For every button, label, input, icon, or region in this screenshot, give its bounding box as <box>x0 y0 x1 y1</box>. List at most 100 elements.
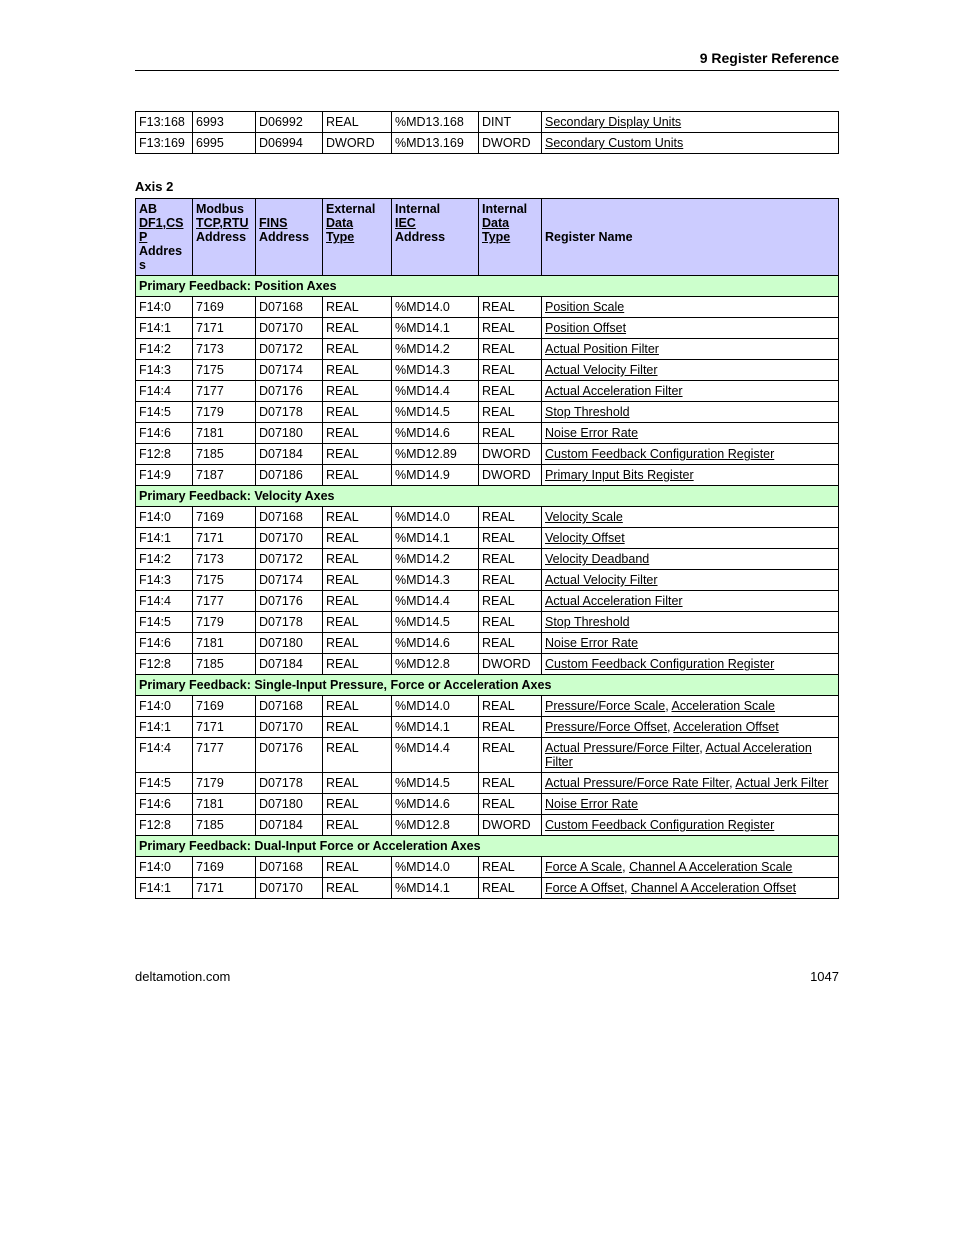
register-name-cell[interactable]: Noise Error Rate <box>542 794 839 815</box>
register-name-cell[interactable]: Velocity Scale <box>542 507 839 528</box>
cell: REAL <box>323 815 392 836</box>
table-row: F14:17171D07170REAL%MD14.1REALVelocity O… <box>136 528 839 549</box>
cell: D06994 <box>256 133 323 154</box>
cell: %MD14.6 <box>392 794 479 815</box>
cell: 7177 <box>193 738 256 773</box>
cell: %MD12.8 <box>392 815 479 836</box>
cell: REAL <box>479 297 542 318</box>
cell: REAL <box>479 878 542 899</box>
cell: D07178 <box>256 402 323 423</box>
cell: 7169 <box>193 696 256 717</box>
cell: REAL <box>479 696 542 717</box>
register-name-cell[interactable]: Actual Acceleration Filter <box>542 591 839 612</box>
register-name-cell[interactable]: Noise Error Rate <box>542 633 839 654</box>
cell: %MD14.6 <box>392 633 479 654</box>
cell: %MD14.5 <box>392 402 479 423</box>
register-name-cell[interactable]: Position Offset <box>542 318 839 339</box>
register-name-cell[interactable]: Actual Velocity Filter <box>542 360 839 381</box>
cell: D07184 <box>256 444 323 465</box>
register-name-cell[interactable]: Velocity Offset <box>542 528 839 549</box>
cell: 7179 <box>193 773 256 794</box>
cell: REAL <box>479 528 542 549</box>
cell: D07174 <box>256 360 323 381</box>
section-title-cell: Primary Feedback: Dual-Input Force or Ac… <box>136 836 839 857</box>
header-row: ABDF1,CSPAddressModbusTCP,RTUAddressFINS… <box>136 199 839 276</box>
cell: REAL <box>323 654 392 675</box>
register-name-cell[interactable]: Actual Pressure/Force Rate Filter, Actua… <box>542 773 839 794</box>
cell: REAL <box>323 360 392 381</box>
register-name-cell[interactable]: Secondary Display Units <box>542 112 839 133</box>
cell: REAL <box>323 612 392 633</box>
register-name-cell[interactable]: Noise Error Rate <box>542 423 839 444</box>
register-name-cell[interactable]: Force A Offset, Channel A Acceleration O… <box>542 878 839 899</box>
cell: REAL <box>323 717 392 738</box>
cell: %MD14.1 <box>392 717 479 738</box>
register-name-cell[interactable]: Actual Position Filter <box>542 339 839 360</box>
cell: F14:1 <box>136 528 193 549</box>
cell: D07178 <box>256 773 323 794</box>
footer-left: deltamotion.com <box>135 969 230 984</box>
cell: F13:169 <box>136 133 193 154</box>
cell: D07168 <box>256 857 323 878</box>
cell: F14:1 <box>136 717 193 738</box>
cell: REAL <box>479 381 542 402</box>
table-row: F13:1696995D06994DWORD%MD13.169DWORDSeco… <box>136 133 839 154</box>
header-cell: ABDF1,CSPAddress <box>136 199 193 276</box>
cell: %MD14.5 <box>392 612 479 633</box>
register-name-cell[interactable]: Force A Scale, Channel A Acceleration Sc… <box>542 857 839 878</box>
cell: %MD14.2 <box>392 549 479 570</box>
register-name-cell[interactable]: Custom Feedback Configuration Register <box>542 654 839 675</box>
cell: REAL <box>479 857 542 878</box>
cell: REAL <box>323 591 392 612</box>
cell: D07172 <box>256 339 323 360</box>
cell: 7181 <box>193 794 256 815</box>
register-name-cell[interactable]: Actual Acceleration Filter <box>542 381 839 402</box>
axis2-table: ABDF1,CSPAddressModbusTCP,RTUAddressFINS… <box>135 198 839 899</box>
cell: REAL <box>323 381 392 402</box>
cell: REAL <box>323 444 392 465</box>
page-footer: deltamotion.com 1047 <box>135 969 839 984</box>
cell: 7181 <box>193 633 256 654</box>
register-name-cell[interactable]: Primary Input Bits Register <box>542 465 839 486</box>
register-name-cell[interactable]: Position Scale <box>542 297 839 318</box>
section-row: Primary Feedback: Single-Input Pressure,… <box>136 675 839 696</box>
register-name-cell[interactable]: Stop Threshold <box>542 612 839 633</box>
header-cell: Register Name <box>542 199 839 276</box>
cell: D07180 <box>256 423 323 444</box>
cell: F14:4 <box>136 591 193 612</box>
section-row: Primary Feedback: Velocity Axes <box>136 486 839 507</box>
register-name-cell[interactable]: Actual Pressure/Force Filter, Actual Acc… <box>542 738 839 773</box>
cell: D07184 <box>256 815 323 836</box>
cell: D07170 <box>256 318 323 339</box>
register-name-cell[interactable]: Secondary Custom Units <box>542 133 839 154</box>
cell: D06992 <box>256 112 323 133</box>
register-name-cell[interactable]: Velocity Deadband <box>542 549 839 570</box>
cell: 7171 <box>193 528 256 549</box>
register-name-cell[interactable]: Pressure/Force Scale, Acceleration Scale <box>542 696 839 717</box>
cell: F14:1 <box>136 878 193 899</box>
table-row: F13:1686993D06992REAL%MD13.168DINTSecond… <box>136 112 839 133</box>
cell: 7177 <box>193 591 256 612</box>
cell: %MD14.4 <box>392 591 479 612</box>
cell: F14:4 <box>136 738 193 773</box>
header-cell: ExternalDataType <box>323 199 392 276</box>
cell: 7187 <box>193 465 256 486</box>
register-name-cell[interactable]: Stop Threshold <box>542 402 839 423</box>
cell: D07170 <box>256 878 323 899</box>
top-table: F13:1686993D06992REAL%MD13.168DINTSecond… <box>135 111 839 154</box>
cell: %MD14.3 <box>392 570 479 591</box>
cell: 7185 <box>193 654 256 675</box>
register-name-cell[interactable]: Custom Feedback Configuration Register <box>542 444 839 465</box>
section-title-cell: Primary Feedback: Position Axes <box>136 276 839 297</box>
cell: REAL <box>479 339 542 360</box>
cell: REAL <box>479 360 542 381</box>
register-name-cell[interactable]: Actual Velocity Filter <box>542 570 839 591</box>
register-name-cell[interactable]: Custom Feedback Configuration Register <box>542 815 839 836</box>
cell: REAL <box>323 794 392 815</box>
cell: REAL <box>479 423 542 444</box>
cell: F14:6 <box>136 794 193 815</box>
register-name-cell[interactable]: Pressure/Force Offset, Acceleration Offs… <box>542 717 839 738</box>
cell: REAL <box>323 549 392 570</box>
cell: REAL <box>323 696 392 717</box>
cell: D07170 <box>256 717 323 738</box>
